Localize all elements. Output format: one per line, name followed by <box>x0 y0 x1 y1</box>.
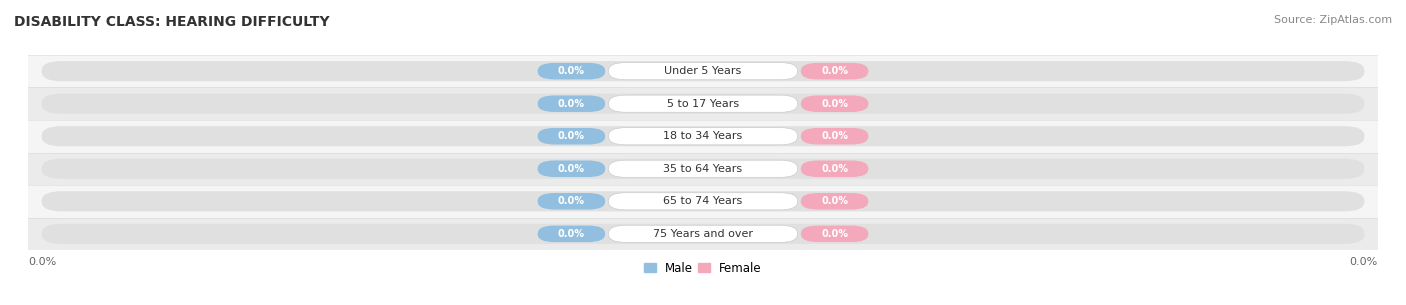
Text: 0.0%: 0.0% <box>821 66 848 76</box>
FancyBboxPatch shape <box>801 193 869 210</box>
FancyBboxPatch shape <box>609 63 797 80</box>
Text: 0.0%: 0.0% <box>821 229 848 239</box>
FancyBboxPatch shape <box>537 63 605 79</box>
FancyBboxPatch shape <box>801 95 869 112</box>
Text: 18 to 34 Years: 18 to 34 Years <box>664 131 742 141</box>
Text: 75 Years and over: 75 Years and over <box>652 229 754 239</box>
Text: 0.0%: 0.0% <box>821 131 848 141</box>
Legend: Male, Female: Male, Female <box>640 257 766 279</box>
FancyBboxPatch shape <box>801 160 869 177</box>
Text: 0.0%: 0.0% <box>821 99 848 109</box>
FancyBboxPatch shape <box>537 95 605 112</box>
FancyBboxPatch shape <box>537 160 605 177</box>
Text: 0.0%: 0.0% <box>1350 257 1378 267</box>
FancyBboxPatch shape <box>609 193 797 210</box>
FancyBboxPatch shape <box>801 226 869 242</box>
Text: Under 5 Years: Under 5 Years <box>665 66 741 76</box>
FancyBboxPatch shape <box>42 224 1364 244</box>
Text: 0.0%: 0.0% <box>558 196 585 206</box>
FancyBboxPatch shape <box>609 95 797 112</box>
FancyBboxPatch shape <box>609 225 797 242</box>
Text: 0.0%: 0.0% <box>821 164 848 174</box>
Text: 35 to 64 Years: 35 to 64 Years <box>664 164 742 174</box>
Text: 0.0%: 0.0% <box>28 257 56 267</box>
FancyBboxPatch shape <box>42 159 1364 179</box>
FancyBboxPatch shape <box>28 55 1378 88</box>
Text: 5 to 17 Years: 5 to 17 Years <box>666 99 740 109</box>
Text: 0.0%: 0.0% <box>558 229 585 239</box>
Text: 0.0%: 0.0% <box>821 196 848 206</box>
FancyBboxPatch shape <box>42 94 1364 114</box>
Text: 65 to 74 Years: 65 to 74 Years <box>664 196 742 206</box>
FancyBboxPatch shape <box>28 217 1378 250</box>
FancyBboxPatch shape <box>801 128 869 145</box>
Text: Source: ZipAtlas.com: Source: ZipAtlas.com <box>1274 15 1392 25</box>
Text: 0.0%: 0.0% <box>558 164 585 174</box>
Text: 0.0%: 0.0% <box>558 131 585 141</box>
FancyBboxPatch shape <box>28 88 1378 120</box>
FancyBboxPatch shape <box>801 63 869 79</box>
FancyBboxPatch shape <box>537 193 605 210</box>
FancyBboxPatch shape <box>28 120 1378 152</box>
FancyBboxPatch shape <box>42 191 1364 211</box>
FancyBboxPatch shape <box>28 152 1378 185</box>
FancyBboxPatch shape <box>609 128 797 145</box>
FancyBboxPatch shape <box>42 126 1364 146</box>
FancyBboxPatch shape <box>42 61 1364 81</box>
FancyBboxPatch shape <box>537 226 605 242</box>
FancyBboxPatch shape <box>28 185 1378 217</box>
FancyBboxPatch shape <box>609 160 797 177</box>
Text: 0.0%: 0.0% <box>558 99 585 109</box>
FancyBboxPatch shape <box>537 128 605 145</box>
Text: DISABILITY CLASS: HEARING DIFFICULTY: DISABILITY CLASS: HEARING DIFFICULTY <box>14 15 329 29</box>
Text: 0.0%: 0.0% <box>558 66 585 76</box>
